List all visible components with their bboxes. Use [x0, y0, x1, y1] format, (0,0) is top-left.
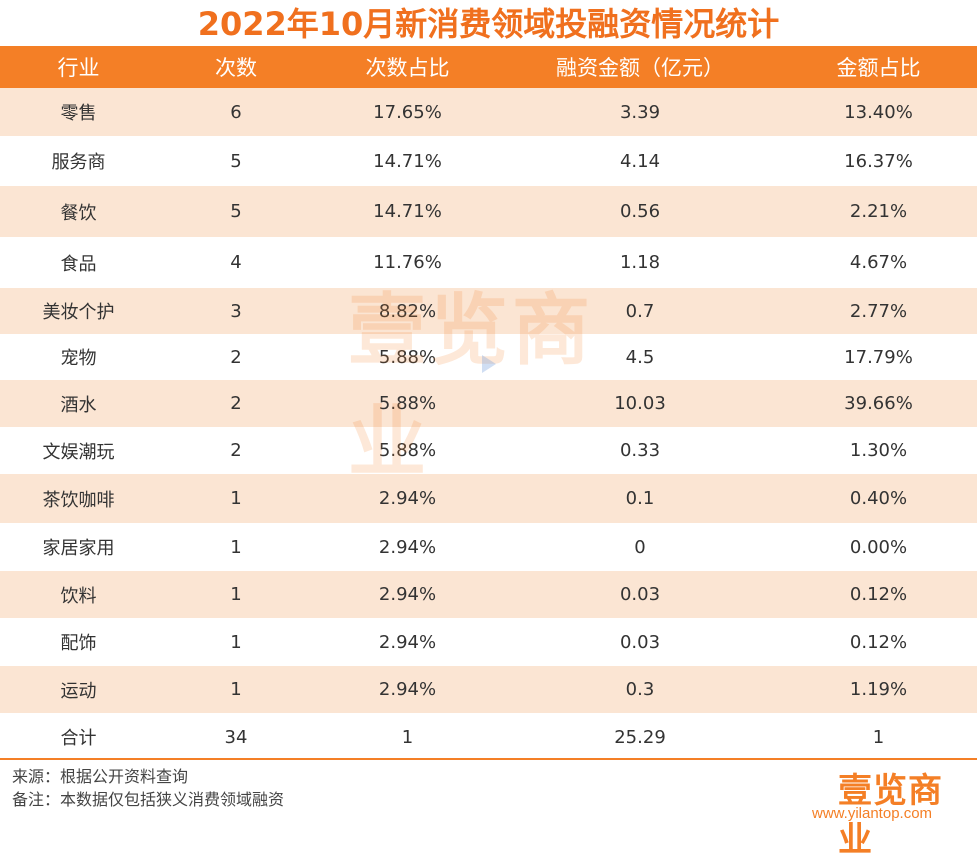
column-header-count-share: 次数占比 [365, 56, 450, 80]
table-cell: 3 [230, 300, 242, 322]
table-cell: 食品 [60, 253, 97, 275]
table-cell: 酒水 [60, 394, 97, 416]
table-cell: 0.1 [625, 488, 655, 509]
table-cell: 美妆个护 [42, 302, 115, 323]
table-row: 茶饮咖啡 1 2.94% 0.1 0.40% [0, 474, 977, 523]
table-row: 酒水 2 5.88% 10.03 39.66% [0, 380, 977, 427]
table-cell: 1.30% [849, 440, 908, 461]
table-row: 家居家用 1 2.94% 0 0.00% [0, 523, 977, 571]
column-header-count: 次数 [215, 56, 257, 80]
column-header-amount: 融资金额（亿元） [556, 56, 724, 80]
table-cell: 2.77% [849, 300, 908, 322]
table-cell: 25.29 [614, 726, 666, 748]
table-row: 文娱潮玩 2 5.88% 0.33 1.30% [0, 427, 977, 474]
table-cell: 2 [230, 440, 242, 461]
table-cell: 2 [230, 346, 242, 368]
table-cell: 0.12% [849, 584, 908, 605]
column-header-industry: 行业 [57, 56, 100, 80]
table-cell: 5 [230, 150, 242, 172]
data-table: 行业 次数 次数占比 融资金额（亿元） 金额占比 零售 6 17.65% 3.39 13… [0, 46, 977, 761]
table-cell: 4 [230, 252, 242, 273]
brand-url: www.yilantop.com [812, 805, 933, 822]
table-cell: 文娱潮玩 [42, 441, 115, 463]
table-row: 餐饮 5 14.71% 0.56 2.21% [0, 186, 977, 237]
table-cell: 配饰 [60, 633, 97, 654]
table-cell: 11.76% [373, 252, 442, 273]
table-cell: 2.94% [378, 584, 437, 605]
table-cell: 0.56 [619, 201, 661, 222]
table-cell: 0.33 [619, 440, 661, 461]
table-row: 配饰 1 2.94% 0.03 0.12% [0, 618, 977, 666]
table-cell: 5.88% [378, 440, 437, 461]
table-row: 食品 4 11.76% 1.18 4.67% [0, 237, 977, 288]
table-cell: 0.00% [849, 536, 908, 558]
table-cell: 2.94% [378, 536, 437, 558]
table-cell: 饮料 [60, 585, 97, 607]
table-cell: 39.66% [844, 393, 913, 414]
table-cell: 10.03 [614, 393, 666, 414]
table-cell: 茶饮咖啡 [42, 489, 115, 511]
table-cell: 3.39 [619, 101, 661, 123]
table-cell: 0.3 [625, 679, 655, 700]
table-cell: 家居家用 [42, 538, 115, 559]
table-cell: 2 [230, 393, 242, 414]
table-cell: 服务商 [51, 152, 106, 173]
table-cell: 17.65% [373, 101, 442, 123]
table-cell: 1.18 [619, 252, 661, 273]
table-cell: 34 [224, 726, 248, 748]
table-cell: 2.94% [378, 679, 437, 700]
table-cell: 5 [230, 201, 242, 222]
table-cell: 2.94% [378, 488, 437, 509]
table-cell: 1 [230, 679, 242, 700]
table-cell: 14.71% [373, 150, 442, 172]
table-cell: 0.7 [625, 300, 655, 322]
table-cell: 5.88% [378, 346, 437, 368]
table-cell: 5.88% [378, 393, 437, 414]
table-cell: 13.40% [844, 101, 913, 123]
table-cell: 宠物 [60, 348, 97, 369]
table-cell: 16.37% [844, 150, 913, 172]
table-cell: 0 [634, 536, 646, 558]
table-cell: 运动 [60, 680, 97, 702]
table-total-row: 合计 34 1 25.29 1 [0, 713, 977, 761]
table-row: 宠物 2 5.88% 4.5 17.79% [0, 334, 977, 380]
table-cell: 6 [230, 101, 242, 123]
table-cell: 2.21% [849, 201, 908, 222]
table-cell: 1 [401, 726, 414, 748]
page-title: 2022年10月新消费领域投融资情况统计 [197, 5, 780, 43]
table-cell: 4.14 [619, 150, 661, 172]
table-cell: 14.71% [373, 201, 442, 222]
table-body: 零售 6 17.65% 3.39 13.40% 服务商 5 14.71% 4.14 16.37% 餐… [0, 88, 977, 761]
source-note: 来源：根据公开资料查询 [12, 767, 189, 786]
table-cell: 零售 [60, 103, 97, 124]
table-cell: 4.5 [625, 346, 655, 368]
table-row: 饮料 1 2.94% 0.03 0.12% [0, 571, 977, 618]
table-cell: 合计 [60, 728, 97, 749]
table-cell: 1 [230, 631, 242, 653]
remark-note: 备注：本数据仅包括狭义消费领域融资 [12, 790, 285, 809]
table-cell: 1 [230, 488, 242, 509]
table-cell: 1 [230, 536, 242, 558]
table-cell: 1 [872, 726, 885, 748]
table-cell: 0.03 [619, 584, 661, 605]
table-cell: 17.79% [844, 346, 913, 368]
table-row: 美妆个护 3 8.82% 0.7 2.77% [0, 288, 977, 334]
footer-divider [0, 758, 977, 760]
table-cell: 0.40% [849, 488, 908, 509]
table-cell: 2.94% [378, 631, 437, 653]
table-row: 服务商 5 14.71% 4.14 16.37% [0, 136, 977, 186]
table-cell: 0.12% [849, 631, 908, 653]
table-cell: 1 [230, 584, 242, 605]
table-row: 零售 6 17.65% 3.39 13.40% [0, 88, 977, 136]
table-row: 运动 1 2.94% 0.3 1.19% [0, 666, 977, 713]
table-cell: 8.82% [378, 300, 437, 322]
table-header: 行业 次数 次数占比 融资金额（亿元） 金额占比 [0, 46, 977, 88]
table-cell: 1.19% [849, 679, 908, 700]
watermark-play-icon [482, 355, 496, 373]
table-cell: 0.03 [619, 631, 661, 653]
table-cell: 4.67% [849, 252, 908, 273]
table-cell: 餐饮 [60, 202, 97, 224]
column-header-amount-share: 金额占比 [836, 56, 921, 80]
